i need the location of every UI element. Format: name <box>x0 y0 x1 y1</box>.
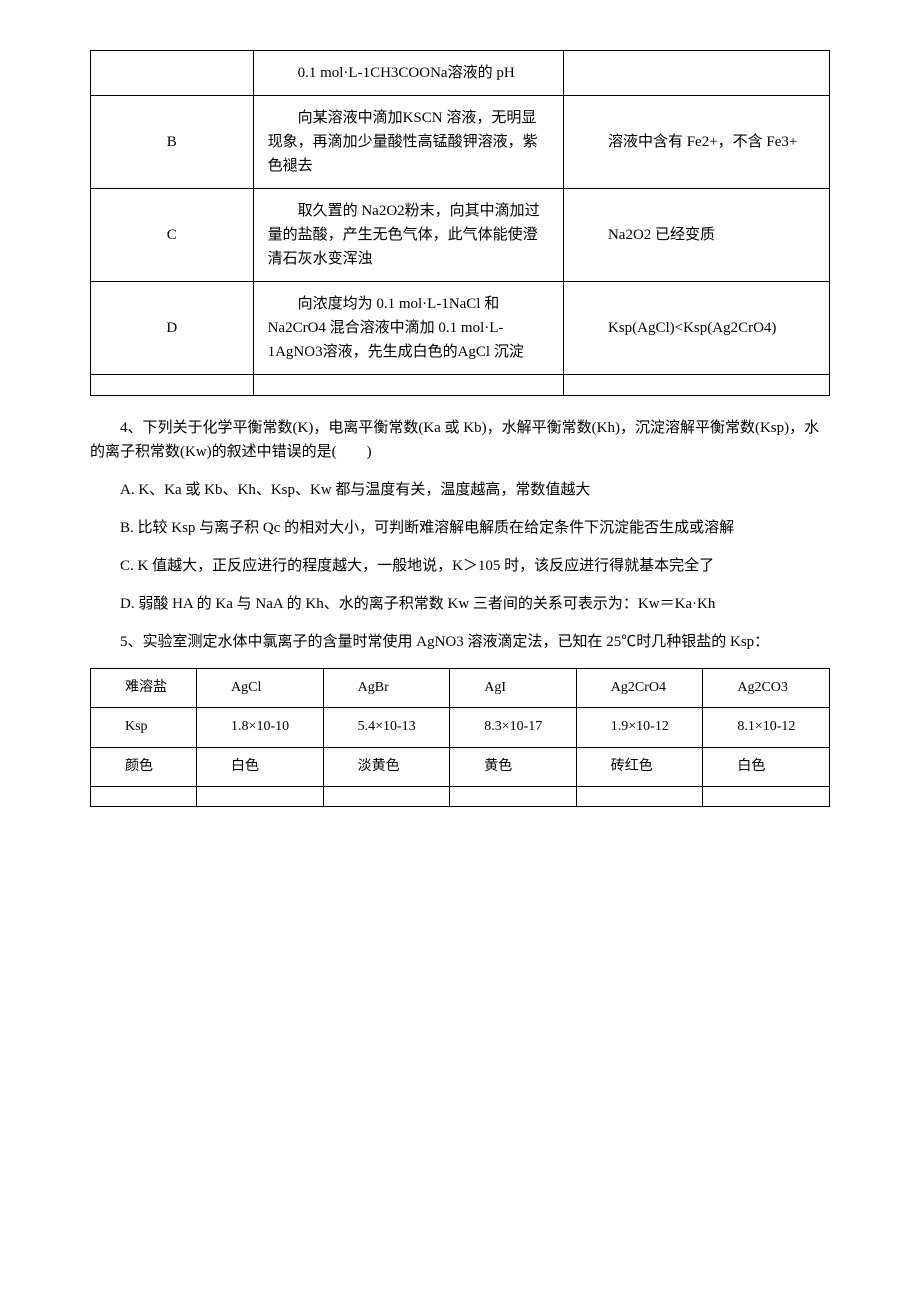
table-row: D 向浓度均为 0.1 mol·L-1NaCl 和Na2CrO4 混合溶液中滴加… <box>91 282 830 375</box>
row-header-cell: 颜色 <box>91 747 197 786</box>
empty-cell <box>576 787 703 807</box>
data-cell: 1.8×10-10 <box>197 708 324 747</box>
conclusion-cell: Ksp(AgCl)<Ksp(Ag2CrO4) <box>563 282 829 375</box>
table-row: C 取久置的 Na2O2粉末，向其中滴加过量的盐酸，产生无色气体，此气体能使澄清… <box>91 189 830 282</box>
empty-cell <box>563 375 829 396</box>
empty-cell <box>323 787 450 807</box>
table-row: 难溶盐 AgCl AgBr AgI Ag2CrO4 Ag2CO3 <box>91 669 830 708</box>
row-label-cell: C <box>91 189 254 282</box>
data-cell: 白色 <box>703 747 830 786</box>
option-d: D. 弱酸 HA 的 Ka 与 NaA 的 Kh、水的离子积常数 Kw 三者间的… <box>90 592 830 616</box>
data-cell: 黄色 <box>450 747 577 786</box>
row-header-cell: Ksp <box>91 708 197 747</box>
data-cell: 白色 <box>197 747 324 786</box>
data-cell: 1.9×10-12 <box>576 708 703 747</box>
question-5: 5、实验室测定水体中氯离子的含量时常使用 AgNO3 溶液滴定法，已知在 25℃… <box>90 630 830 654</box>
row-label-cell: B <box>91 96 254 189</box>
experiment-cell: 向某溶液中滴加KSCN 溶液，无明显现象，再滴加少量酸性高锰酸钾溶液，紫色褪去 <box>253 96 563 189</box>
table-row: 0.1 mol·L-1CH3COONa溶液的 pH <box>91 51 830 96</box>
experiment-cell: 0.1 mol·L-1CH3COONa溶液的 pH <box>253 51 563 96</box>
empty-cell <box>253 375 563 396</box>
conclusion-cell: Na2O2 已经变质 <box>563 189 829 282</box>
header-cell: Ag2CrO4 <box>576 669 703 708</box>
experiment-cell: 向浓度均为 0.1 mol·L-1NaCl 和Na2CrO4 混合溶液中滴加 0… <box>253 282 563 375</box>
data-cell: 8.3×10-17 <box>450 708 577 747</box>
data-cell: 5.4×10-13 <box>323 708 450 747</box>
table-row: 颜色 白色 淡黄色 黄色 砖红色 白色 <box>91 747 830 786</box>
data-cell: 淡黄色 <box>323 747 450 786</box>
table-row: Ksp 1.8×10-10 5.4×10-13 8.3×10-17 1.9×10… <box>91 708 830 747</box>
question-4: 4、下列关于化学平衡常数(K)，电离平衡常数(Ka 或 Kb)，水解平衡常数(K… <box>90 416 830 464</box>
experiment-cell: 取久置的 Na2O2粉末，向其中滴加过量的盐酸，产生无色气体，此气体能使澄清石灰… <box>253 189 563 282</box>
header-cell: AgBr <box>323 669 450 708</box>
empty-cell <box>703 787 830 807</box>
conclusion-cell <box>563 51 829 96</box>
ksp-table: 难溶盐 AgCl AgBr AgI Ag2CrO4 Ag2CO3 Ksp 1.8… <box>90 668 830 807</box>
data-cell: 砖红色 <box>576 747 703 786</box>
header-cell: AgI <box>450 669 577 708</box>
table-row-empty <box>91 375 830 396</box>
row-label-cell <box>91 51 254 96</box>
empty-cell <box>450 787 577 807</box>
option-b: B. 比较 Ksp 与离子积 Qc 的相对大小，可判断难溶解电解质在给定条件下沉… <box>90 516 830 540</box>
empty-cell <box>91 375 254 396</box>
header-cell: Ag2CO3 <box>703 669 830 708</box>
header-cell: 难溶盐 <box>91 669 197 708</box>
table-row: B 向某溶液中滴加KSCN 溶液，无明显现象，再滴加少量酸性高锰酸钾溶液，紫色褪… <box>91 96 830 189</box>
table-row-empty <box>91 787 830 807</box>
header-cell: AgCl <box>197 669 324 708</box>
data-cell: 8.1×10-12 <box>703 708 830 747</box>
empty-cell <box>197 787 324 807</box>
conclusion-cell: 溶液中含有 Fe2+，不含 Fe3+ <box>563 96 829 189</box>
option-c: C. K 值越大，正反应进行的程度越大，一般地说，K＞105 时，该反应进行得就… <box>90 554 830 578</box>
empty-cell <box>91 787 197 807</box>
experiment-table: 0.1 mol·L-1CH3COONa溶液的 pH B 向某溶液中滴加KSCN … <box>90 50 830 396</box>
option-a: A. K、Ka 或 Kb、Kh、Ksp、Kw 都与温度有关，温度越高，常数值越大 <box>90 478 830 502</box>
row-label-cell: D <box>91 282 254 375</box>
